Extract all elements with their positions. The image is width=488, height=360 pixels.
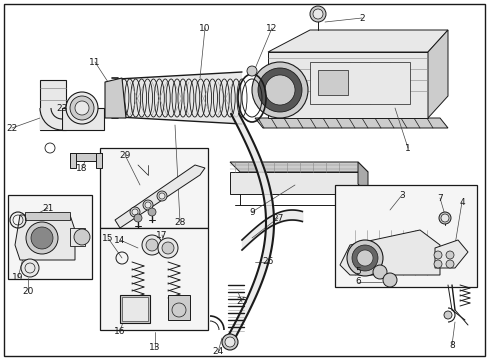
Text: 10: 10 (199, 23, 210, 32)
Bar (309, 62, 409, 104)
Circle shape (74, 229, 90, 245)
Bar (317, 70, 347, 95)
Circle shape (372, 265, 386, 279)
Text: 20: 20 (22, 288, 34, 297)
Circle shape (142, 200, 153, 210)
Circle shape (351, 245, 377, 271)
Circle shape (445, 260, 453, 268)
Polygon shape (254, 118, 447, 128)
Bar (40, 80, 66, 130)
Text: 8: 8 (448, 341, 454, 350)
Polygon shape (427, 30, 447, 118)
Circle shape (346, 240, 382, 276)
Bar (267, 52, 427, 118)
Circle shape (433, 260, 441, 268)
Polygon shape (434, 240, 467, 268)
Bar (40, 108, 62, 130)
Circle shape (142, 235, 162, 255)
Bar (25, 212, 70, 220)
Text: 24: 24 (212, 347, 223, 356)
Circle shape (438, 212, 450, 224)
Circle shape (382, 273, 396, 287)
Circle shape (356, 250, 372, 266)
Bar (70, 153, 102, 161)
Circle shape (66, 92, 98, 124)
Circle shape (70, 96, 94, 120)
Circle shape (145, 202, 151, 208)
Text: 22: 22 (6, 123, 18, 132)
Text: 21: 21 (42, 203, 54, 212)
Circle shape (134, 214, 142, 222)
Text: 3: 3 (398, 190, 404, 199)
Polygon shape (339, 230, 439, 275)
Bar (8, 195, 92, 279)
Polygon shape (357, 162, 367, 194)
Polygon shape (229, 162, 367, 172)
Text: 16: 16 (114, 328, 125, 337)
Bar (62, 108, 104, 130)
Text: 27: 27 (272, 213, 283, 222)
Circle shape (433, 251, 441, 259)
Bar (100, 148, 207, 228)
Polygon shape (105, 78, 126, 118)
Circle shape (159, 193, 164, 199)
Circle shape (443, 311, 451, 319)
Circle shape (26, 222, 58, 254)
Circle shape (246, 66, 257, 76)
Circle shape (309, 6, 325, 22)
Bar (100, 228, 207, 330)
Circle shape (264, 75, 294, 105)
Text: 25: 25 (236, 297, 247, 306)
Text: 2: 2 (359, 14, 364, 23)
Circle shape (21, 259, 39, 277)
Text: 11: 11 (89, 58, 101, 67)
Text: 23: 23 (56, 104, 67, 113)
Circle shape (148, 208, 156, 216)
Text: 7: 7 (436, 194, 442, 202)
Circle shape (75, 101, 89, 115)
Circle shape (224, 337, 235, 347)
Polygon shape (15, 215, 75, 260)
Circle shape (130, 207, 140, 217)
Text: 18: 18 (76, 163, 87, 172)
Circle shape (222, 334, 238, 350)
Circle shape (31, 227, 53, 249)
Circle shape (251, 62, 307, 118)
Circle shape (440, 214, 448, 222)
Polygon shape (118, 72, 242, 124)
Circle shape (258, 68, 302, 112)
Polygon shape (115, 165, 204, 228)
Bar (120, 295, 150, 323)
Bar (96, 153, 102, 168)
Bar (334, 185, 476, 287)
Circle shape (312, 9, 323, 19)
Text: 29: 29 (119, 150, 130, 159)
Text: 19: 19 (12, 274, 24, 283)
Text: 5: 5 (354, 267, 360, 276)
Polygon shape (267, 30, 447, 52)
Text: 9: 9 (248, 207, 254, 216)
Circle shape (158, 238, 178, 258)
Text: 12: 12 (266, 23, 277, 32)
Text: 13: 13 (149, 343, 161, 352)
Bar (70, 228, 85, 246)
Bar (70, 153, 76, 168)
Text: 4: 4 (458, 198, 464, 207)
Text: 26: 26 (262, 257, 273, 266)
Circle shape (146, 239, 158, 251)
Bar (168, 295, 190, 320)
Circle shape (445, 251, 453, 259)
Circle shape (157, 191, 167, 201)
Circle shape (132, 209, 138, 215)
Text: 1: 1 (404, 144, 410, 153)
Text: 28: 28 (174, 217, 185, 226)
Bar (229, 172, 357, 194)
Text: 14: 14 (114, 235, 125, 244)
Circle shape (162, 242, 174, 254)
Text: 6: 6 (354, 278, 360, 287)
Text: 17: 17 (156, 230, 167, 239)
Bar (122, 297, 148, 321)
Text: 15: 15 (102, 234, 114, 243)
